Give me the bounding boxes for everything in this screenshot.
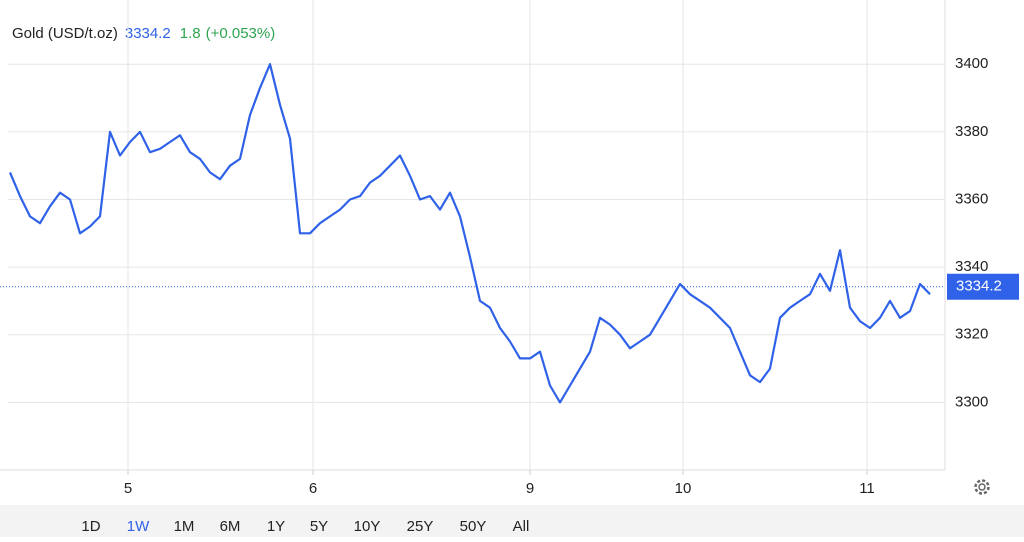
range-button[interactable]: 1Y <box>267 518 285 535</box>
range-button[interactable]: 1D <box>81 518 100 535</box>
x-tick-label: 9 <box>526 480 534 497</box>
y-tick-label: 3360 <box>955 190 988 207</box>
y-tick-label: 3380 <box>955 123 988 140</box>
current-price-label: 3334.2 <box>956 278 1002 295</box>
chart-header: Gold (USD/t.oz) 3334.2 1.8 (+0.053%) <box>12 25 275 42</box>
x-tick-label: 6 <box>309 480 317 497</box>
y-tick-label: 3300 <box>955 393 988 410</box>
range-button[interactable]: 50Y <box>460 518 487 535</box>
change-pct: (+0.053%) <box>206 25 276 42</box>
x-tick-label: 11 <box>859 480 875 497</box>
x-tick-label: 10 <box>675 480 692 497</box>
y-tick-label: 3320 <box>955 326 988 343</box>
range-button[interactable]: 25Y <box>407 518 434 535</box>
x-tick-label: 5 <box>124 480 132 497</box>
change: 1.8 <box>180 25 201 42</box>
settings-icon[interactable] <box>974 479 990 495</box>
current-price: 3334.2 <box>125 25 171 42</box>
range-button[interactable]: 10Y <box>354 518 381 535</box>
range-button[interactable]: 1W <box>127 518 150 535</box>
range-bar <box>0 505 1024 537</box>
title: Gold (USD/t.oz) <box>12 25 118 42</box>
range-button[interactable]: 5Y <box>310 518 328 535</box>
price-line <box>8 63 931 404</box>
range-button[interactable]: 1M <box>174 518 195 535</box>
y-tick-label: 3400 <box>955 55 988 72</box>
current-price-box <box>947 273 1019 300</box>
range-button[interactable]: 6M <box>220 518 241 535</box>
range-button[interactable]: All <box>513 518 530 535</box>
y-tick-label: 3340 <box>955 258 988 275</box>
